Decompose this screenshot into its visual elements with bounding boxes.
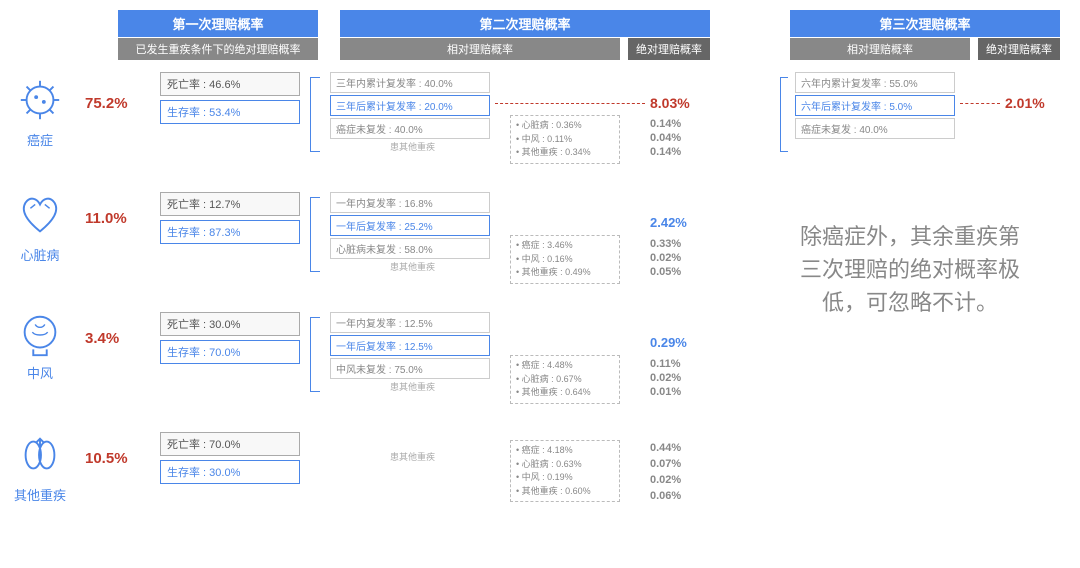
other-icon <box>15 430 65 480</box>
stroke-survive: 生存率 : 70.0% <box>160 340 300 364</box>
note-text: 除癌症外，其余重疾第三次理赔的绝对概率极低，可忽略不计。 <box>790 220 1030 319</box>
stroke-icon <box>15 310 65 360</box>
cancer-t2: 六年后累计复发率 : 5.0% <box>795 95 955 116</box>
other-abs3: 0.02% <box>650 474 681 486</box>
subheader-col2a: 相对理赔概率 <box>340 38 620 60</box>
other-label: 其他重疾 <box>10 485 70 504</box>
cancer-abs1: 0.14% <box>650 118 681 130</box>
cancer-t3: 癌症未复发 : 40.0% <box>795 118 955 139</box>
heart-survive: 生存率 : 87.3% <box>160 220 300 244</box>
heart-pct: 11.0% <box>85 210 127 227</box>
cancer-b3: 癌症未复发 : 40.0% <box>330 118 490 139</box>
stroke-abs1: 0.11% <box>650 358 681 370</box>
cancer-details: • 心脏病 : 0.36% • 中风 : 0.11% • 其他重疾 : 0.34… <box>510 115 620 164</box>
cancer-b1: 三年内累计复发率 : 40.0% <box>330 72 490 93</box>
stroke-label: 中风 <box>10 363 70 382</box>
heart-label: 心脏病 <box>10 245 70 264</box>
cancer-t1: 六年内累计复发率 : 55.0% <box>795 72 955 93</box>
subheader-col2b: 绝对理赔概率 <box>628 38 710 60</box>
heart-icon <box>15 190 65 240</box>
arrow3 <box>960 103 1000 104</box>
heart-abs1: 0.33% <box>650 238 681 250</box>
other-abs2: 0.07% <box>650 458 681 470</box>
stroke-death: 死亡率 : 30.0% <box>160 312 300 336</box>
stroke-pct: 3.4% <box>85 330 119 347</box>
heart-abs: 2.42% <box>650 215 687 230</box>
other-death: 死亡率 : 70.0% <box>160 432 300 456</box>
heart-abs3: 0.05% <box>650 266 681 278</box>
stroke-b1: 一年内复发率 : 12.5% <box>330 312 490 333</box>
other-details: • 癌症 : 4.18% • 心脏病 : 0.63% • 中风 : 0.19% … <box>510 440 620 502</box>
bracket3 <box>780 77 788 152</box>
stroke-b2: 一年后复发率 : 12.5% <box>330 335 490 356</box>
stroke-details: • 癌症 : 4.48% • 心脏病 : 0.67% • 其他重疾 : 0.64… <box>510 355 620 404</box>
stroke-b3: 中风未复发 : 75.0% <box>330 358 490 379</box>
cancer-label: 癌症 <box>10 130 70 149</box>
other-other: 患其他重疾 <box>390 450 435 463</box>
cancer-abs2: 0.04% <box>650 132 681 144</box>
heart-other: 患其他重疾 <box>390 260 435 273</box>
heart-b2: 一年后复发率 : 25.2% <box>330 215 490 236</box>
cancer-abs: 8.03% <box>650 95 690 111</box>
stroke-abs2: 0.02% <box>650 372 681 384</box>
bracket <box>310 77 320 152</box>
stroke-abs3: 0.01% <box>650 386 681 398</box>
subheader-col3a: 相对理赔概率 <box>790 38 970 60</box>
heart-death: 死亡率 : 12.7% <box>160 192 300 216</box>
cancer-death: 死亡率 : 46.6% <box>160 72 300 96</box>
other-abs1: 0.44% <box>650 442 681 454</box>
stroke-abs: 0.29% <box>650 335 687 350</box>
cancer-third-abs: 2.01% <box>1005 95 1045 111</box>
cancer-b2: 三年后累计复发率 : 20.0% <box>330 95 490 116</box>
cancer-icon <box>15 75 65 125</box>
other-pct: 10.5% <box>85 450 128 467</box>
header-col3: 第三次理赔概率 <box>790 10 1060 37</box>
heart-b3: 心脏病未复发 : 58.0% <box>330 238 490 259</box>
header-col1: 第一次理赔概率 <box>118 10 318 37</box>
cancer-survive: 生存率 : 53.4% <box>160 100 300 124</box>
heart-b1: 一年内复发率 : 16.8% <box>330 192 490 213</box>
header-col2: 第二次理赔概率 <box>340 10 710 37</box>
other-survive: 生存率 : 30.0% <box>160 460 300 484</box>
subheader-col1: 已发生重疾条件下的绝对理赔概率 <box>118 38 318 60</box>
cancer-pct: 75.2% <box>85 95 128 112</box>
heart-details: • 癌症 : 3.46% • 中风 : 0.16% • 其他重疾 : 0.49% <box>510 235 620 284</box>
subheader-col3b: 绝对理赔概率 <box>978 38 1060 60</box>
other-abs4: 0.06% <box>650 490 681 502</box>
heart-abs2: 0.02% <box>650 252 681 264</box>
cancer-abs3: 0.14% <box>650 146 681 158</box>
arrow <box>495 103 645 104</box>
stroke-other: 患其他重疾 <box>390 380 435 393</box>
bracket <box>310 197 320 272</box>
bracket <box>310 317 320 392</box>
cancer-other: 患其他重疾 <box>390 140 435 153</box>
